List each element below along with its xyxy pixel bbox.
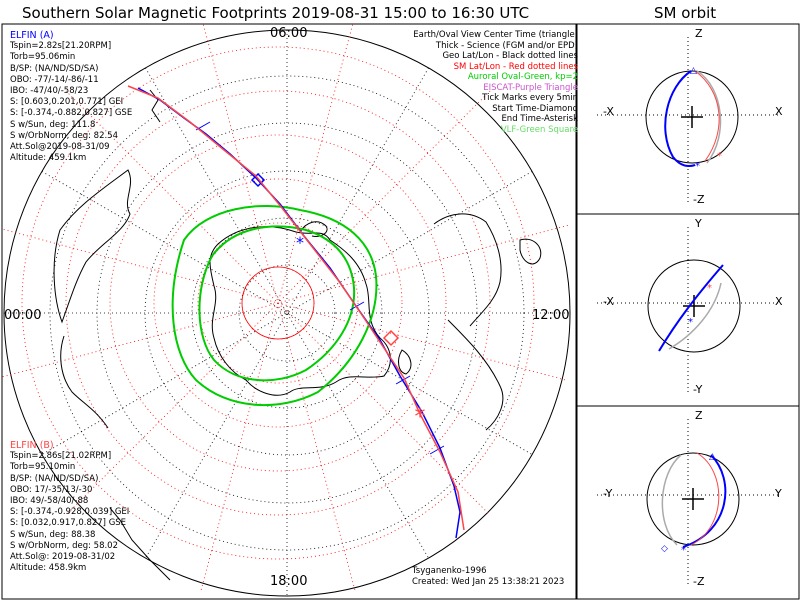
sm-xy-right-label: X <box>775 295 783 308</box>
elfin-b-line: IBO: 49/-58/40/-88 <box>10 496 89 507</box>
legend-item-eiscat: EISCAT-Purple Triangle <box>483 82 578 93</box>
elfin-b-line: S: [-0.374,-0.928,0.039] GEI <box>10 507 130 518</box>
created-timestamp: Created: Wed Jan 25 13:38:21 2023 <box>412 577 565 587</box>
sm-latitude-circle <box>21 46 535 560</box>
sm-latitude-circle <box>109 134 447 472</box>
elfin-b-name: ELFIN (B) <box>10 440 54 451</box>
elfin-b-line: S w/Sun, deg: 88.38 <box>10 529 96 540</box>
legend-item-geo: Geo Lat/Lon - Black dotted lines <box>442 51 578 61</box>
elfin-a-line: S w/OrbNorm, deg: 82.54 <box>10 130 119 141</box>
elfin-a-track: * <box>137 87 461 539</box>
elfin-a-line: OBO: -77/-14/-86/-11 <box>10 74 99 85</box>
map-frame <box>1 23 577 600</box>
sm-yz-right-label: Y <box>775 487 782 500</box>
elfin-a-line: Altitude: 459.1km <box>10 153 87 164</box>
elfin-b-line: Tspin=2.86s[21.02RPM] <box>10 451 112 462</box>
elfin-a-info: ELFIN (A) Tspin=2.82s[21.20RPM] Torb=95.… <box>10 30 132 164</box>
elfin-a-end-asterisk: * <box>296 233 304 252</box>
elfin-b-track: * <box>127 85 465 531</box>
elfin-a-line: Torb=95.06min <box>10 52 76 63</box>
elfin-b-line: B/SP: (NA/ND/SD/SA) <box>10 473 99 484</box>
time-label-right: 12:00 <box>532 308 570 323</box>
geo-latitude-circle <box>238 264 336 362</box>
model-credit: Tsyganenko-1996 <box>412 566 487 576</box>
legend-item-oval: Auroral Oval-Green, kp=2 <box>467 72 578 82</box>
sm-panel-xy: * * Y -Y -X X <box>577 215 800 406</box>
legend-item-end: End Time-Asterisk <box>501 114 578 124</box>
sm-xz-right-label: X <box>775 105 783 118</box>
svg-text:◇: ◇ <box>661 544 668 554</box>
time-label-bottom: 18:00 <box>270 574 308 589</box>
elfin-a-line: S: [0.603,0.201,0.771] GEI <box>10 97 124 108</box>
elfin-a-line: Tspin=2.82s[21.20RPM] <box>10 41 112 52</box>
elfin-a-tick-marks <box>195 121 445 455</box>
svg-text:*: * <box>695 161 700 172</box>
map-legend: Earth/Oval View Center Time (triangle) T… <box>413 30 578 135</box>
elfin-a-line: B/SP: (NA/ND/SD/SA) <box>10 63 99 74</box>
legend-item-sm: SM Lat/Lon - Red dotted lines <box>453 61 578 72</box>
elfin-b-line: S w/OrbNorm, deg: 58.02 <box>10 540 119 551</box>
elfin-b-line: Torb=95.10min <box>10 462 76 473</box>
sm-yz-left-label: -Y <box>603 487 613 500</box>
elfin-b-line: OBO: 17/-35/13/-30 <box>10 484 93 495</box>
elfin-a-footprint-line <box>137 87 461 539</box>
coastlines <box>53 89 542 581</box>
sm-xz-top-label: Z <box>695 27 703 40</box>
sm-xz-bottom-label: -Z <box>693 193 705 206</box>
sm-panel-frame <box>576 23 800 600</box>
geo-latitude-circle <box>191 217 383 409</box>
elfin-a-line: Att.Sol@2019-08-31/09 <box>10 142 110 153</box>
credit-block: Tsyganenko-1996 Created: Wed Jan 25 13:3… <box>412 566 564 588</box>
svg-text:△: △ <box>709 452 716 462</box>
page-title: Southern Solar Magnetic Footprints 2019-… <box>22 4 530 22</box>
elfin-b-start-diamond <box>382 329 400 347</box>
sm-orbit-title: SM orbit <box>654 4 717 22</box>
sm-inner-circle <box>241 266 315 340</box>
geo-grid <box>4 30 570 596</box>
sm-yz-top-label: Z <box>695 409 703 422</box>
sm-panel-yz: △ ◇ * Z -Z -Y Y <box>577 407 800 599</box>
elfin-b-line: S: [0.032,0.917,0.827] GSE <box>10 518 127 529</box>
svg-text:*: * <box>717 151 722 162</box>
elfin-b-info: ELFIN (B) Tspin=2.86s[21.02RPM] Torb=95.… <box>10 440 129 574</box>
sm-xy-left-label: -X <box>603 295 614 308</box>
legend-item-ticks: Tick Marks every 5min <box>482 93 578 103</box>
elfin-a-line: IBO: -47/40/-58/23 <box>10 86 89 97</box>
elfin-b-footprint-line <box>127 85 465 531</box>
svg-text:△: △ <box>690 66 697 76</box>
sm-yz-bottom-label: -Z <box>693 575 705 588</box>
sm-xy-top-label: Y <box>695 217 702 230</box>
sm-panel-yz-plot: △ ◇ * <box>597 419 780 585</box>
sm-latitude-circle <box>197 222 359 384</box>
auroral-oval <box>171 204 378 407</box>
sm-panel-xy-plot: * * <box>597 227 780 393</box>
sm-panel-xz-plot: △ * * <box>597 37 780 203</box>
sm-xz-left-label: -X <box>603 105 614 118</box>
elfin-a-line: S: [-0.374,-0.882,0.827] GSE <box>10 108 133 119</box>
sm-meridian <box>2 224 568 378</box>
elfin-b-end-asterisk: * <box>415 405 426 430</box>
legend-item-vlf: VLF-Green Square <box>500 124 578 135</box>
time-label-top: 06:00 <box>270 26 308 41</box>
sm-xy-bottom-label: -Y <box>693 383 703 396</box>
elfin-b-line: Att.Sol@: 2019-08-31/02 <box>10 552 116 563</box>
legend-item-start: Start Time-Diamond <box>492 103 578 114</box>
sm-latitude-circle <box>153 178 403 428</box>
elfin-a-name: ELFIN (A) <box>10 30 54 41</box>
time-label-left: 00:00 <box>4 308 42 323</box>
svg-text:*: * <box>681 545 686 556</box>
elfin-a-line: S w/Sun, deg: 111.8 <box>10 119 96 130</box>
svg-text:*: * <box>688 317 693 328</box>
sm-panel-xz: △ * * Z -Z -X X <box>577 25 800 214</box>
legend-item-view-center: Earth/Oval View Center Time (triangle) <box>413 30 578 40</box>
svg-text:*: * <box>707 283 712 294</box>
legend-item-thick: Thick - Science (FGM and/or EPD) <box>435 40 578 51</box>
elfin-b-line: Altitude: 458.9km <box>10 563 87 574</box>
